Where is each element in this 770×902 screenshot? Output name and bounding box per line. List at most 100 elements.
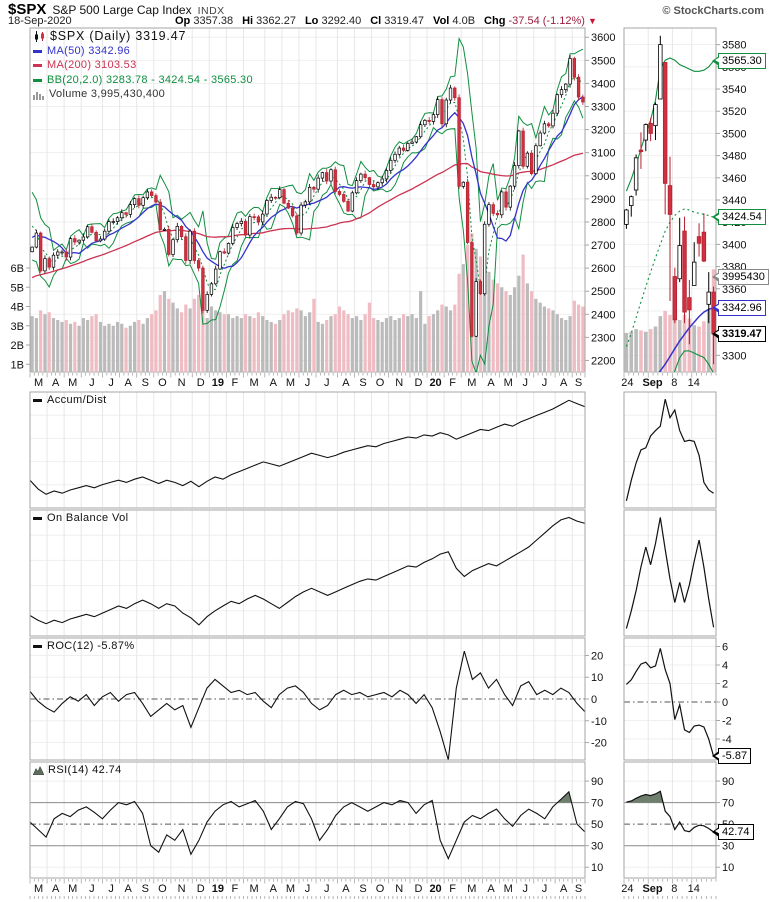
main-volume-bars: [30, 233, 585, 372]
low-value: 3292.40: [321, 15, 362, 27]
volume-tick-label: 3B: [11, 321, 24, 333]
x-axis-label: A: [52, 883, 60, 895]
rsi-panel: [29, 761, 586, 879]
down-triangle-icon: ▼: [588, 16, 597, 26]
accum-dist-panel-zoom: [623, 391, 717, 509]
x-axis-label: O: [376, 377, 385, 389]
axis-tick-label: 90: [591, 776, 603, 788]
axis-tick-label: 3400: [722, 239, 746, 251]
x-axis-label: O: [376, 883, 385, 895]
axis-tick-label: -20: [591, 738, 607, 750]
x-axis-label: 19: [212, 377, 224, 389]
main-price-axis-labels: 3600 3500 3400 3300 3200 3100 3000 2900 2800 2700…: [11, 32, 616, 371]
x-axis-label: J: [522, 377, 528, 389]
x-axis-label: M: [68, 883, 77, 895]
volume-field: Vol 4.0B: [433, 15, 475, 27]
main-overlays: [31, 36, 584, 372]
x-axis-label: A: [342, 883, 350, 895]
price-callout: 3319.47: [712, 325, 766, 342]
axis-tick-label: 10: [591, 672, 603, 684]
high-field: Hi 3362.27: [242, 15, 296, 27]
x-axis-strip: M A M J J A S O N D 19 F M A M J J A S O N D 20 F M A M J J A S 24 Sep 8 1…: [29, 373, 717, 389]
axis-tick-label: 2600: [591, 263, 615, 275]
change-value: -37.54 (-1.12%): [508, 15, 585, 27]
x-axis-label: M: [250, 883, 259, 895]
change-field: Chg -37.54 (-1.12%) ▼: [484, 15, 597, 27]
axis-tick-label: 3440: [722, 195, 746, 207]
low-label: Lo: [304, 15, 319, 27]
rsi-panel-zoom: [623, 761, 717, 879]
axis-tick-label: 3000: [591, 171, 615, 183]
bottom-tick-row: [29, 896, 717, 899]
legend-volume-row: Volume 3,995,430,400: [33, 88, 253, 102]
low-field: Lo 3292.40: [305, 15, 361, 27]
x-axis-label: S: [142, 883, 149, 895]
rsi-label-text: RSI(14) 42.74: [48, 764, 122, 776]
credit: © StockCharts.com: [662, 5, 764, 17]
date: 18-Sep-2020: [8, 15, 72, 27]
axis-tick-label: 70: [591, 798, 603, 810]
axis-tick-label: 3300: [722, 350, 746, 362]
exchange: INDX: [197, 5, 225, 17]
volume-label: Vol: [433, 15, 450, 27]
x-axis-label: N: [178, 377, 186, 389]
axis-tick-label: 0: [722, 697, 728, 709]
obv-panel: [29, 509, 586, 637]
roc-label-text: ROC(12) -5.87%: [47, 640, 135, 652]
high-label: Hi: [242, 15, 254, 27]
roc-axis-labels: 20 10 0 -10 -20: [585, 650, 607, 750]
axis-tick-label: -4: [722, 734, 732, 746]
x-axis-label: M: [34, 377, 43, 389]
axis-tick-label: 30: [722, 841, 734, 853]
x-axis-label: A: [560, 377, 568, 389]
axis-tick-label: 3480: [722, 151, 746, 163]
x-axis-label: 20: [429, 883, 441, 895]
volume-tick-label: 2B: [11, 340, 24, 352]
x-axis-label: M: [504, 883, 513, 895]
axis-tick-label: 2: [722, 679, 728, 691]
obv-label: On Balance Vol: [33, 512, 128, 524]
x-axis-label: O: [158, 883, 167, 895]
x-axis-label: 19: [212, 883, 224, 895]
x-axis-label: M: [34, 883, 43, 895]
x-axis-label: J: [542, 377, 548, 389]
x-axis-label: Sep: [642, 377, 662, 389]
x-axis-label: F: [449, 377, 456, 389]
legend-bb-text: BB(20,2.0) 3283.78 - 3424.54 - 3565.30: [47, 73, 253, 86]
x-axis-label: S: [359, 883, 366, 895]
line-swatch-icon: [33, 644, 42, 648]
legend-bb-row: BB(20,2.0) 3283.78 - 3424.54 - 3565.30: [33, 74, 253, 88]
obv-panel-zoom: [623, 509, 717, 637]
x-axis-label: N: [395, 377, 403, 389]
volume-tick-label: 4B: [11, 302, 24, 314]
volume-value: 4.0B: [452, 15, 476, 27]
x-axis-label: M: [467, 377, 476, 389]
axis-tick-label: 3580: [722, 40, 746, 52]
x-axis-label: A: [487, 883, 495, 895]
x-axis-label: J: [108, 883, 114, 895]
axis-tick-label: 3520: [722, 106, 746, 118]
ma50-swatch: [33, 49, 42, 53]
x-axis-label: A: [487, 377, 495, 389]
x-axis-label: A: [342, 377, 350, 389]
symbol: $SPX: [8, 1, 47, 18]
index-name: S&P 500 Large Cap Index: [52, 3, 192, 17]
x-axis-label: M: [286, 377, 295, 389]
axis-tick-label: 10: [722, 862, 734, 874]
x-axis-label: D: [415, 883, 423, 895]
x-axis-label: D: [415, 377, 423, 389]
x-axis-label: M: [467, 883, 476, 895]
axis-tick-label: 70: [722, 798, 734, 810]
x-axis-label: M: [504, 377, 513, 389]
axis-tick-label: 2300: [591, 332, 615, 344]
area-icon: [32, 765, 45, 775]
x-axis-label: M: [250, 377, 259, 389]
axis-tick-label: 3500: [591, 55, 615, 67]
axis-tick-label: 3600: [591, 32, 615, 44]
rsi-label: RSI(14) 42.74: [32, 764, 122, 776]
x-axis-label: 20: [429, 377, 441, 389]
x-axis-label: S: [575, 377, 582, 389]
